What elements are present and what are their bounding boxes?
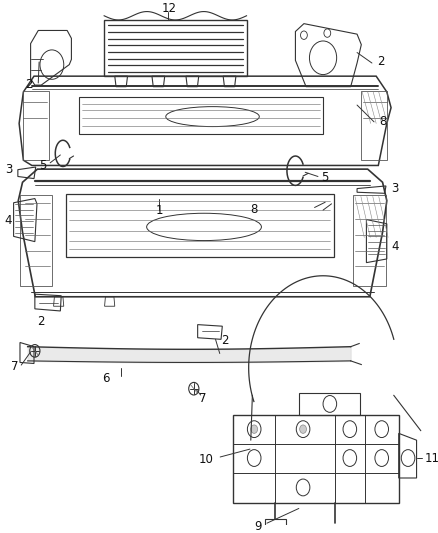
Text: 7: 7 — [199, 392, 207, 405]
Text: 6: 6 — [102, 372, 109, 385]
Text: 10: 10 — [199, 453, 214, 466]
Text: 2: 2 — [377, 55, 384, 68]
Text: 4: 4 — [4, 214, 11, 227]
Text: 7: 7 — [11, 360, 19, 373]
Text: 9: 9 — [254, 520, 261, 533]
Text: 5: 5 — [321, 171, 329, 184]
Text: 8: 8 — [251, 203, 258, 215]
Text: 12: 12 — [162, 2, 177, 15]
Text: 2: 2 — [37, 315, 44, 328]
Text: 8: 8 — [379, 115, 386, 128]
Text: 4: 4 — [392, 240, 399, 253]
Text: 11: 11 — [424, 451, 438, 465]
Text: 1: 1 — [155, 204, 163, 216]
Circle shape — [251, 425, 258, 433]
Text: 2: 2 — [25, 77, 33, 91]
Text: 3: 3 — [392, 182, 399, 195]
Text: 2: 2 — [222, 334, 229, 347]
Text: 5: 5 — [39, 159, 46, 172]
Text: 3: 3 — [6, 163, 13, 176]
Circle shape — [300, 425, 307, 433]
